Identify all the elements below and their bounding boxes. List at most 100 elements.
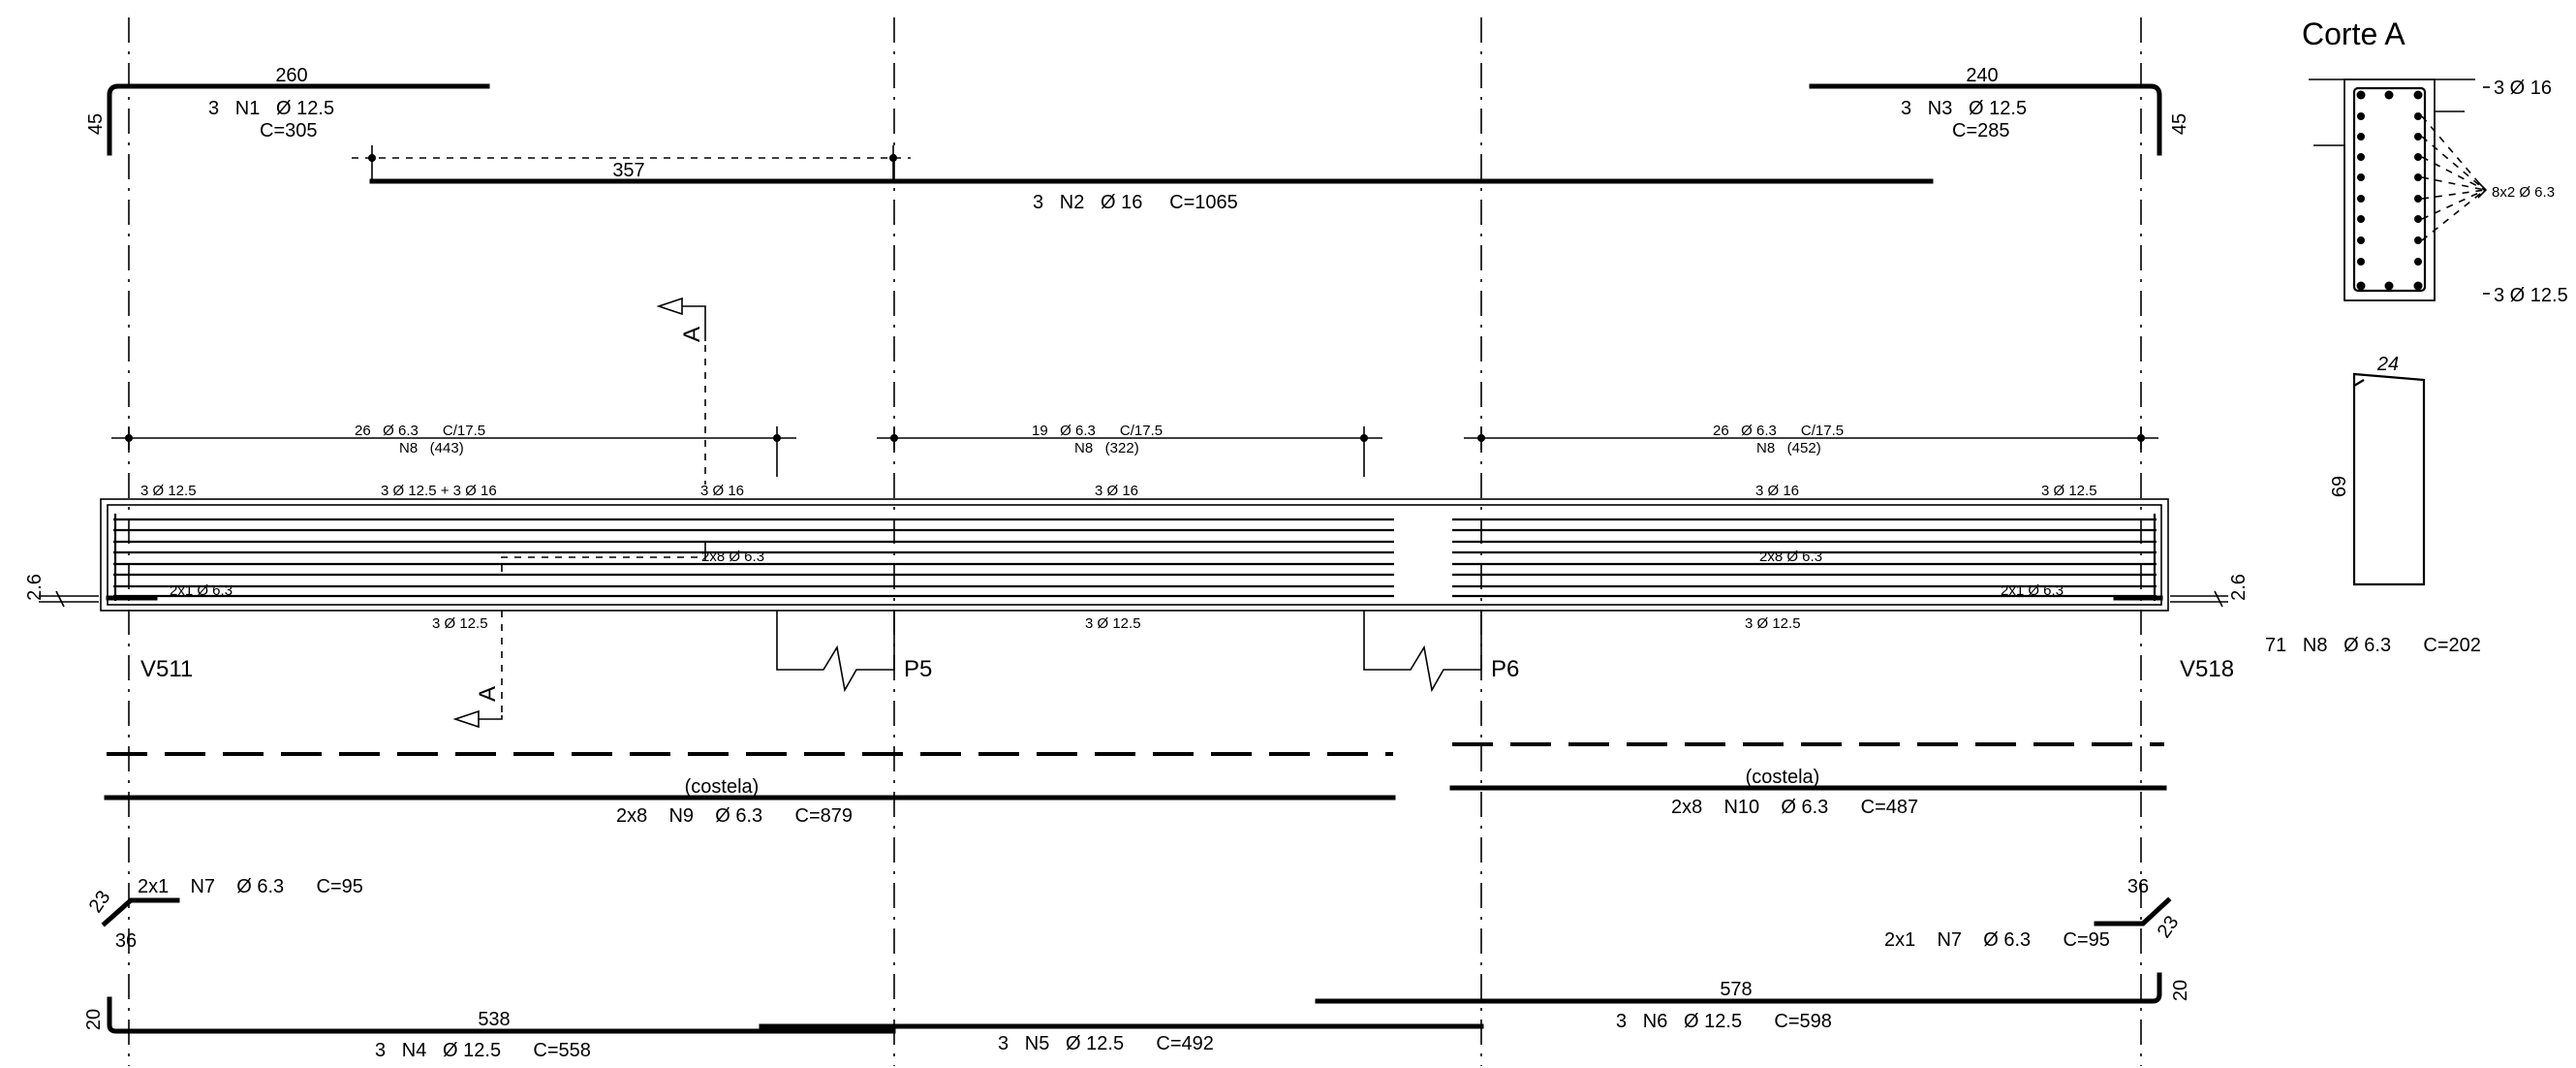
stirrup-detail-height: 69 — [2329, 476, 2350, 497]
section-side-bars: 8x2 Ø 6.3 — [2492, 184, 2555, 201]
bar-n3-length: 240 — [1966, 65, 1998, 86]
bar-n6-shape — [1315, 972, 2162, 1004]
stirrup-span3-spec: 26 Ø 6.3 C/17.5 — [1713, 423, 1844, 439]
bar-n7-left-leg: 23 — [85, 887, 115, 917]
cut-marker-top-arm — [682, 305, 706, 341]
bar-n7-right-leg: 23 — [2154, 912, 2184, 942]
support-width-left: 2.6 — [24, 574, 46, 601]
bar-n6-hook: 20 — [2170, 980, 2191, 1001]
bar-n1-length: 260 — [275, 65, 307, 86]
section-slab-left — [2313, 144, 2345, 300]
skin-bar-leader-left — [501, 556, 699, 572]
bar-n3-label: 3 N3 Ø 12.5 — [1901, 98, 2027, 119]
cut-marker-bottom-arm — [479, 715, 503, 720]
bar-n3-total: C=285 — [1952, 120, 2010, 141]
stirrup-detail-shape — [2352, 372, 2426, 586]
support-width-tick-right — [2214, 590, 2223, 608]
beam-top-label-4: 3 Ø 16 — [1095, 483, 1138, 499]
bar-n2: 357 3 N2 Ø 16 C=1065 — [352, 145, 1934, 213]
section-bottom-bars: 3 Ø 12.5 — [2494, 285, 2568, 306]
stirrup-detail: 24 69 71 N8 Ø 6.3 C=202 — [2265, 354, 2481, 656]
section-cut-marker-bottom: A — [452, 611, 503, 729]
beam-longitudinal-bars-right — [1452, 518, 2157, 598]
bar-n9: (costela) 2x8 N9 Ø 6.3 C=879 — [104, 752, 1396, 827]
bar-n7-right-base: 36 — [2127, 876, 2149, 897]
support-label-p6: P6 — [1491, 656, 1519, 682]
beam-outline-outer — [100, 498, 2169, 612]
bar-n9-note: (costela) — [685, 776, 760, 798]
section-stirrup — [2352, 86, 2427, 293]
bar-n2-dim: 357 — [612, 160, 644, 181]
bar-n4-shape — [107, 996, 896, 1034]
section-side-arrow-icon — [2477, 181, 2488, 199]
bar-n10-label: 2x8 N10 Ø 6.3 C=487 — [1671, 797, 1918, 818]
bar-n1-shape — [107, 83, 490, 156]
bar-n10-note: (costela) — [1746, 767, 1820, 788]
bar-n1-total: C=305 — [260, 120, 318, 141]
bar-n5-label: 3 N5 Ø 12.5 C=492 — [998, 1033, 1214, 1054]
beam-top-label-6: 3 Ø 12.5 — [2041, 483, 2097, 499]
bar-n1-hook: 45 — [85, 113, 107, 135]
stirrup-detail-hook — [2353, 379, 2365, 387]
cut-marker-top-letter: A — [679, 327, 705, 342]
stirrup-detail-width: 24 — [2376, 354, 2399, 375]
beam-bottom-label-3: 3 Ø 12.5 — [1745, 615, 1801, 632]
pillar-p6 — [1363, 611, 1482, 693]
section-cut-marker-top: A — [656, 297, 706, 485]
bar-n2-label: 3 N2 Ø 16 C=1065 — [1033, 192, 1238, 213]
cross-section-a: Corte A — [2302, 16, 2568, 306]
bar-n4: 538 20 3 N4 Ø 12.5 C=558 — [83, 996, 896, 1061]
bar-n4-hook: 20 — [83, 1009, 105, 1030]
pillar-p6-outline — [1363, 611, 1482, 693]
beam-top-label-2: 3 Ø 12.5 + 3 Ø 16 — [381, 483, 497, 499]
bar-n7-right: 2x1 N7 Ø 6.3 C=95 23 36 — [1884, 876, 2183, 951]
stirrup-span1-count: N8 (443) — [399, 440, 464, 456]
section-title: Corte A — [2302, 16, 2405, 51]
support-label-p5: P5 — [904, 656, 932, 682]
bar-n1-label: 3 N1 Ø 12.5 — [208, 98, 334, 119]
stirrup-detail-label: 71 N8 Ø 6.3 C=202 — [2265, 635, 2481, 656]
beam-skin-label-right: 2x8 Ø 6.3 — [1759, 549, 1822, 565]
stirrup-span3-count: N8 (452) — [1756, 440, 1821, 456]
stirrup-span2-spec: 19 Ø 6.3 C/17.5 — [1032, 423, 1163, 439]
section-rebar-dots — [2356, 90, 2423, 291]
bar-n3: 240 45 3 N3 Ø 12.5 C=285 — [1809, 65, 2190, 156]
beam-bottom-label-2: 3 Ø 12.5 — [1085, 615, 1141, 632]
beam-bottom-label-1: 3 Ø 12.5 — [432, 615, 488, 632]
beam-top-label-3: 3 Ø 16 — [700, 483, 744, 499]
section-side-leaders — [2421, 115, 2488, 241]
cut-marker-bottom-letter: A — [475, 686, 501, 702]
bar-n6: 578 20 3 N6 Ø 12.5 C=598 — [1315, 972, 2191, 1032]
bar-n7-left-base: 36 — [115, 930, 137, 952]
beam-end-label-left: 2x1 Ø 6.3 — [170, 582, 233, 599]
beam-outline-inner — [107, 504, 2162, 606]
stirrup-span2-count: N8 (322) — [1074, 440, 1139, 456]
bar-n3-shape — [1809, 83, 2162, 156]
beam-elevation: 3 Ø 12.5 3 Ø 12.5 + 3 Ø 16 3 Ø 16 3 Ø 16… — [24, 483, 2250, 632]
bar-n4-label: 3 N4 Ø 12.5 C=558 — [375, 1040, 591, 1061]
bar-n7-right-label: 2x1 N7 Ø 6.3 C=95 — [1884, 929, 2110, 951]
support-width-tick-left — [55, 590, 65, 608]
support-label-v511: V511 — [140, 656, 193, 682]
stirrup-distribution: 26 Ø 6.3 C/17.5 N8 (443) 19 Ø 6.3 C/17.5… — [111, 423, 2158, 477]
bar-n9-label: 2x8 N9 Ø 6.3 C=879 — [616, 805, 853, 827]
beam-end-label-right: 2x1 Ø 6.3 — [2001, 582, 2064, 599]
pillar-p5-outline — [776, 611, 895, 693]
pillar-p5 — [776, 611, 895, 693]
beam-top-label-1: 3 Ø 12.5 — [140, 483, 197, 499]
beam-skin-label-left: 2x8 Ø 6.3 — [701, 549, 764, 565]
bar-n7-left: 2x1 N7 Ø 6.3 C=95 23 36 — [85, 876, 363, 952]
bar-n10: (costela) 2x8 N10 Ø 6.3 C=487 — [1449, 742, 2167, 818]
bar-n7-left-shape — [101, 897, 180, 927]
section-top-bars: 3 Ø 16 — [2494, 78, 2552, 99]
cut-arrow-top-icon — [656, 297, 683, 316]
bar-n1: 260 45 3 N1 Ø 12.5 C=305 — [85, 65, 490, 156]
bar-n6-label: 3 N6 Ø 12.5 C=598 — [1616, 1011, 1832, 1032]
section-concrete — [2343, 79, 2436, 301]
bar-n5: 3 N5 Ø 12.5 C=492 — [759, 1023, 1484, 1054]
support-label-v518: V518 — [2180, 656, 2234, 682]
bar-n4-length: 538 — [478, 1009, 510, 1030]
bar-n3-hook: 45 — [2169, 113, 2190, 135]
bar-n6-length: 578 — [1720, 979, 1752, 1000]
